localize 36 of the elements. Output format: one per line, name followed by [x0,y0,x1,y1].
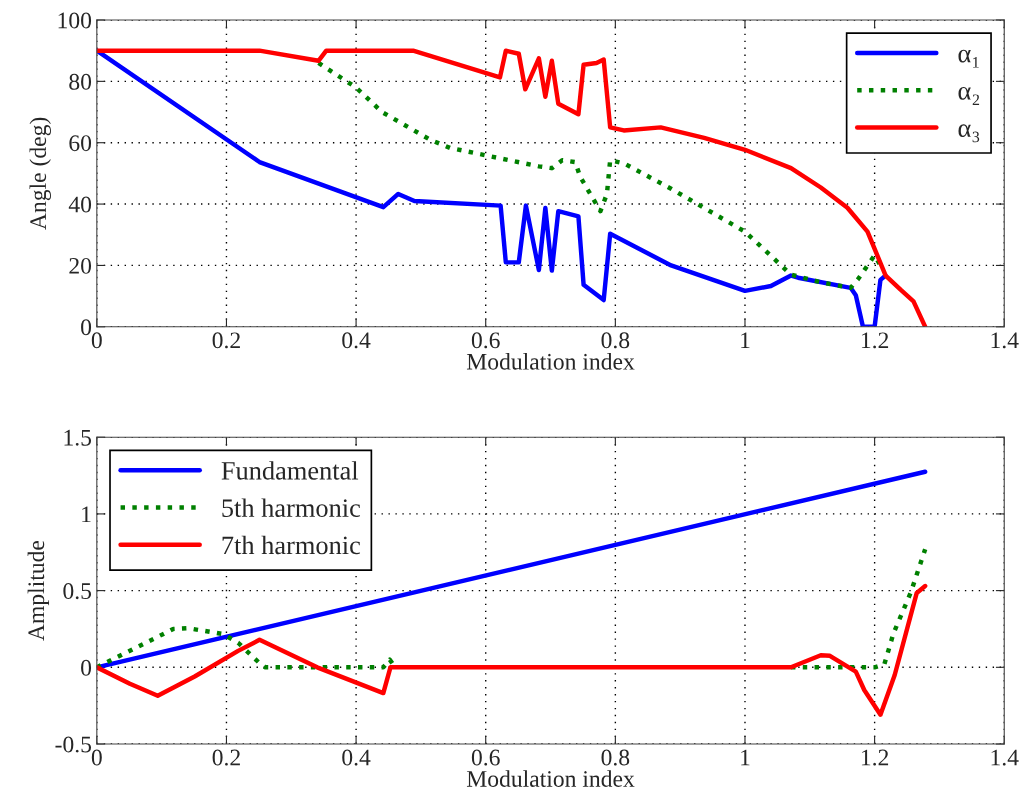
line-series [96,583,928,717]
x-axis-title: Modulation index [466,353,635,370]
x-tick-label: 1.2 [861,332,889,349]
x-tick-label: 0.6 [471,749,500,766]
y-tick-label: 1.5 [64,429,92,446]
y-tick-label: 0 [81,319,92,336]
y-tick-label: 60 [69,135,92,152]
x-tick-label: 1.4 [991,332,1019,349]
x-tick-label: 0.6 [471,332,500,349]
x-axis-title: Modulation index [466,770,635,787]
legend-label: 5th harmonic [222,498,361,517]
y-axis-title: Amplitude [27,540,50,641]
x-tick-label: 0.4 [342,332,371,349]
x-tick-label: 0.2 [212,332,240,349]
y-axis-title: Angle (deg) [29,117,51,230]
x-tick-label: 1.4 [991,749,1019,766]
x-tick-label: 0.2 [212,749,240,766]
y-tick-label: 1 [82,506,91,523]
y-tick-label: 100 [58,12,92,29]
legend-label: α₁ [958,49,979,68]
y-tick-label: 80 [69,73,92,90]
x-tick-label: 1 [741,332,750,349]
legend-label: α₃ [958,124,980,143]
legend-label: 7th harmonic [222,535,361,555]
y-tick-label: 20 [69,257,92,274]
y-tick-label: 40 [68,196,92,213]
x-tick-label: 0.8 [601,749,630,766]
y-tick-label: 0 [81,659,92,676]
y-tick-label: -0.5 [55,736,92,753]
x-tick-label: 0.4 [342,749,371,766]
x-tick-label: 0.8 [601,332,630,349]
x-tick-label: 1 [741,749,750,766]
x-tick-label: 1.2 [861,749,889,766]
legend-label: Fundamental [221,461,359,480]
legend-label: α₂ [958,87,980,105]
y-tick-label: 0.5 [63,583,92,600]
